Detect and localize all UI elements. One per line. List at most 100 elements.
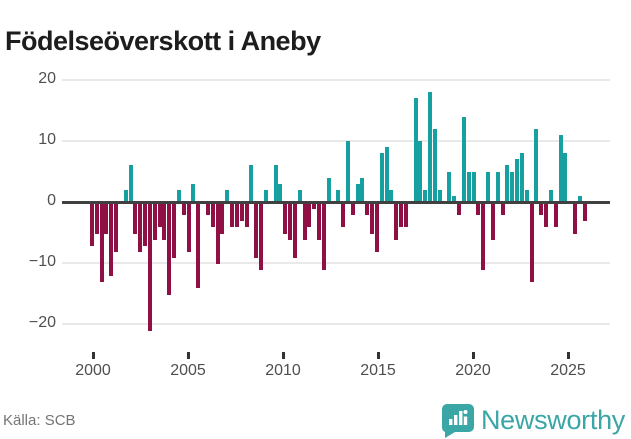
bar-q54 <box>350 203 355 216</box>
bar-q62 <box>389 189 394 202</box>
bar-q38 <box>273 165 278 202</box>
bar-q34 <box>254 203 259 258</box>
x-axis-label: 2000 <box>75 362 111 379</box>
bar-q18 <box>176 189 181 202</box>
bar-q97 <box>558 134 563 202</box>
bar-q12 <box>147 203 152 332</box>
logo-bubble <box>441 404 474 438</box>
bar-q20 <box>186 203 191 252</box>
bar-q9 <box>133 203 138 234</box>
y-axis-label: 10 <box>38 131 56 148</box>
bar-q3 <box>104 203 109 234</box>
bar-q36 <box>263 189 268 202</box>
bar-q100 <box>573 203 577 234</box>
bar-q5 <box>114 203 119 252</box>
bar-q39 <box>278 183 283 202</box>
bar-q102 <box>582 203 587 222</box>
bar-q69 <box>423 189 428 202</box>
bar-q92 <box>534 128 539 202</box>
x-axis-label: 2010 <box>265 362 301 379</box>
bar-q77 <box>461 116 466 202</box>
gridline-y-10 <box>62 262 610 264</box>
bar-q29 <box>230 203 235 228</box>
bar-q35 <box>259 203 264 271</box>
bar-q46 <box>312 203 317 210</box>
x-axis-label: 2020 <box>455 362 491 379</box>
footer: Källa: SCB Newsworthy <box>0 401 625 439</box>
bar-q72 <box>437 189 442 202</box>
x-tick-2015 <box>377 352 380 359</box>
bar-q24 <box>205 203 210 216</box>
bar-q33 <box>249 165 254 202</box>
bar-q55 <box>355 183 360 202</box>
bar-q68 <box>418 141 423 202</box>
bar-q8 <box>128 165 133 202</box>
bar-q74 <box>447 171 452 202</box>
bar-q42 <box>292 203 297 258</box>
bar-q61 <box>384 147 389 202</box>
bar-q27 <box>220 203 225 234</box>
x-tick-2020 <box>472 352 475 359</box>
bar-q64 <box>399 203 404 228</box>
bar-q75 <box>452 195 457 202</box>
bar-q65 <box>403 203 408 228</box>
bar-q0 <box>90 203 94 246</box>
bar-q67 <box>413 98 418 202</box>
bar-q48 <box>321 203 326 271</box>
x-tick-2010 <box>282 352 285 359</box>
y-axis-label: 20 <box>38 70 56 87</box>
bar-q1 <box>94 203 99 234</box>
chart-title: Födelseöverskott i Aneby <box>5 26 321 57</box>
bar-q26 <box>215 203 220 264</box>
logo-dot <box>463 410 468 414</box>
bar-q2 <box>99 203 104 283</box>
bar-q56 <box>360 177 365 202</box>
bar-q15 <box>162 203 167 240</box>
bar-q10 <box>138 203 143 252</box>
bar-q89 <box>519 153 524 202</box>
bar-q83 <box>490 203 495 240</box>
gridline-y10 <box>62 140 610 142</box>
bar-q32 <box>244 203 249 228</box>
bar-q21 <box>191 183 196 202</box>
logo-bar-medium <box>453 415 458 425</box>
x-axis-label: 2015 <box>360 362 396 379</box>
bar-q91 <box>529 203 534 283</box>
bar-q86 <box>505 165 510 202</box>
bar-q51 <box>336 189 341 202</box>
bar-q40 <box>283 203 288 234</box>
bar-q57 <box>365 203 370 216</box>
x-axis-label: 2025 <box>550 362 586 379</box>
newsworthy-wordmark: Newsworthy <box>480 404 625 435</box>
y-axis-label: 0 <box>47 192 56 209</box>
bar-q98 <box>563 153 568 202</box>
bar-q70 <box>428 92 433 202</box>
bar-q49 <box>326 177 331 202</box>
x-tick-2005 <box>187 352 190 359</box>
y-axis-label: −10 <box>28 253 56 270</box>
bar-q84 <box>495 171 500 202</box>
bar-q45 <box>307 203 312 228</box>
bar-q58 <box>370 203 375 234</box>
bar-q59 <box>374 203 379 252</box>
bar-q79 <box>471 171 476 202</box>
bar-q60 <box>379 153 384 202</box>
newsworthy-logo-icon <box>441 404 474 438</box>
bar-q81 <box>481 203 486 271</box>
bar-q96 <box>553 203 558 228</box>
bar-q90 <box>524 189 529 202</box>
bar-q52 <box>341 203 346 228</box>
bar-q7 <box>123 189 128 202</box>
bar-q14 <box>157 203 162 228</box>
x-tick-2000 <box>92 352 95 359</box>
bar-q44 <box>302 203 307 240</box>
bar-q88 <box>515 159 520 202</box>
bar-q71 <box>432 128 437 202</box>
bar-q16 <box>167 203 172 295</box>
bar-q95 <box>548 189 553 202</box>
bar-q85 <box>500 203 505 216</box>
bar-q13 <box>152 203 157 240</box>
source-note: Källa: SCB <box>3 411 76 429</box>
gridline-y20 <box>62 79 610 81</box>
